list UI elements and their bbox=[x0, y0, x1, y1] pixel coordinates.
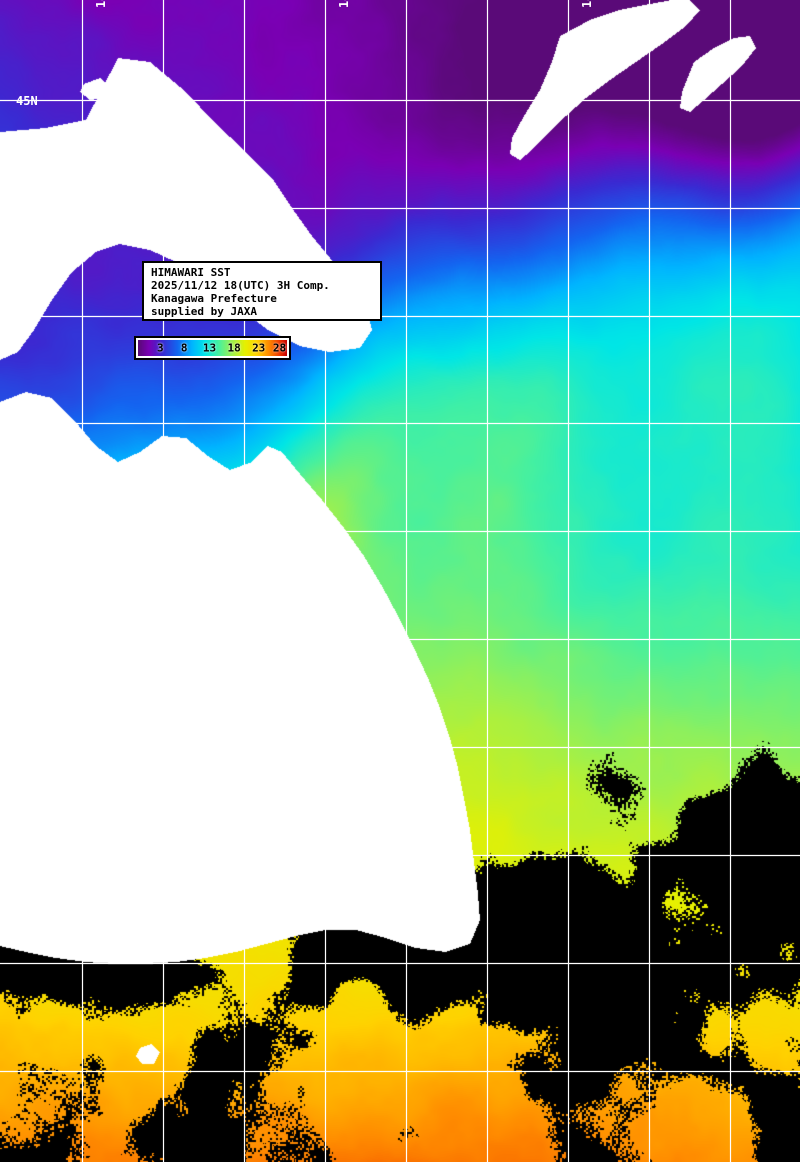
colorbar: 3 8 13 18 23 28 bbox=[134, 336, 291, 360]
lon-label-144e: 144E bbox=[337, 0, 351, 8]
colorbar-tick-8: 8 bbox=[180, 341, 188, 355]
info-datetime: 2025/11/12 18(UTC) 3H Comp. bbox=[151, 279, 330, 292]
lon-label-147e: 147E bbox=[580, 0, 594, 8]
map-info-legend: HIMAWARI SST 2025/11/12 18(UTC) 3H Comp.… bbox=[142, 261, 382, 321]
colorbar-tick-3: 3 bbox=[157, 341, 164, 355]
info-provider-region: Kanagawa Prefecture bbox=[151, 292, 277, 305]
colorbar-tick-18: 18 bbox=[227, 341, 241, 355]
colorbar-tick-13: 13 bbox=[202, 341, 217, 355]
lat-label-45n: 45N bbox=[16, 94, 38, 108]
colorbar-canvas bbox=[138, 340, 287, 356]
colorbar-gradient: 3 8 13 18 23 28 bbox=[138, 340, 287, 356]
info-title: HIMAWARI SST bbox=[151, 266, 231, 279]
info-supplier: supplied by JAXA bbox=[151, 305, 257, 318]
colorbar-tick-28: 28 bbox=[272, 341, 287, 355]
lon-label-141e: 141E bbox=[94, 0, 108, 8]
colorbar-tick-23: 23 bbox=[252, 341, 266, 355]
